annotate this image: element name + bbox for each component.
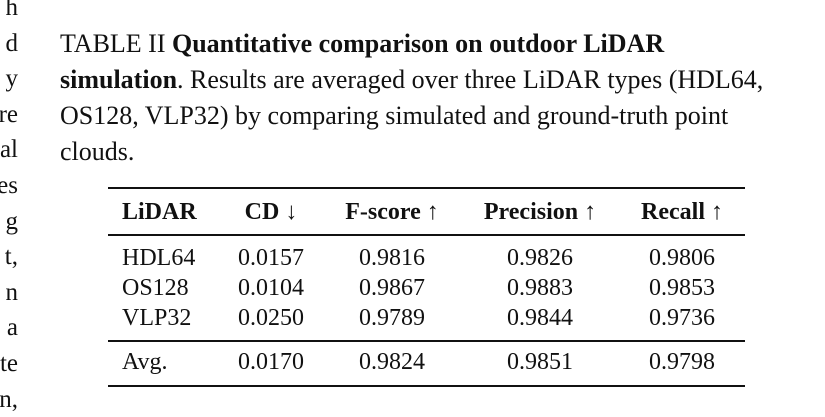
table-cell: Recall ↑ — [641, 199, 723, 225]
table-cell: 0.9853 — [649, 275, 715, 301]
table-cell: 0.9844 — [507, 305, 573, 331]
table-cell: F-score ↑ — [345, 199, 439, 225]
table-cell: CD ↓ — [244, 199, 298, 225]
margin-fragment: re — [0, 100, 18, 128]
margin-fragment: te — [0, 350, 18, 377]
table-cell: HDL64 — [122, 245, 196, 271]
margin-fragment: g — [5, 207, 19, 235]
table-cell: 0.9798 — [649, 349, 715, 375]
table-cell: 0.9883 — [507, 275, 573, 301]
caption-text: . Results are averaged over three LiDAR … — [60, 65, 764, 166]
bottom-rule — [108, 385, 745, 387]
table-cell: OS128 — [122, 275, 189, 301]
table-cell: LiDAR — [122, 199, 197, 225]
margin-fragment: al — [0, 136, 18, 164]
top-rule — [108, 187, 745, 189]
caption: TABLE II Quantitative comparison on outd… — [60, 26, 776, 170]
table-cell: 0.0170 — [238, 349, 304, 375]
table-cell: 0.9851 — [507, 349, 573, 375]
table-cell: 0.0157 — [238, 245, 304, 271]
margin-fragment: d — [5, 29, 19, 57]
table-cell: 0.0104 — [238, 275, 304, 301]
table-cell: 0.9867 — [359, 275, 425, 301]
table-cell: 0.9826 — [507, 245, 573, 271]
table-cell: 0.9806 — [649, 245, 715, 271]
table-cell: Precision ↑ — [483, 199, 597, 225]
margin-fragment: n — [5, 278, 19, 306]
margin-fragment: y — [5, 65, 19, 93]
caption-label: TABLE II — [60, 29, 166, 58]
margin-fragment: a — [6, 314, 18, 342]
margin-fragment: t, — [4, 243, 18, 271]
margin-fragment: h — [5, 0, 19, 21]
table-cell: 0.9789 — [359, 305, 425, 331]
margin-fragment: n, — [0, 385, 18, 413]
caption-title: Quantitative comparison on outdoor LiDAR… — [60, 29, 665, 94]
table-cell: 0.9824 — [359, 349, 425, 375]
table-cell: VLP32 — [122, 305, 192, 331]
table-cell: 0.0250 — [238, 305, 304, 331]
avg-rule — [108, 340, 745, 342]
table-cell: 0.9736 — [649, 305, 715, 331]
mid-rule — [108, 234, 745, 236]
margin-fragment: es — [0, 172, 18, 199]
table-cell: Avg. — [122, 349, 168, 375]
table-cell: 0.9816 — [359, 245, 425, 271]
